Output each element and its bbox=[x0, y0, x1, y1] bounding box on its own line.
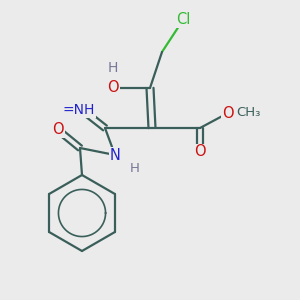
Text: N: N bbox=[110, 148, 120, 163]
Text: O: O bbox=[222, 106, 234, 121]
Text: =NH: =NH bbox=[63, 103, 95, 117]
Text: CH₃: CH₃ bbox=[236, 106, 260, 119]
Text: Cl: Cl bbox=[176, 13, 190, 28]
Text: H: H bbox=[130, 161, 140, 175]
Text: O: O bbox=[107, 80, 119, 95]
Text: O: O bbox=[52, 122, 64, 137]
Text: H: H bbox=[108, 61, 118, 75]
Text: O: O bbox=[194, 145, 206, 160]
